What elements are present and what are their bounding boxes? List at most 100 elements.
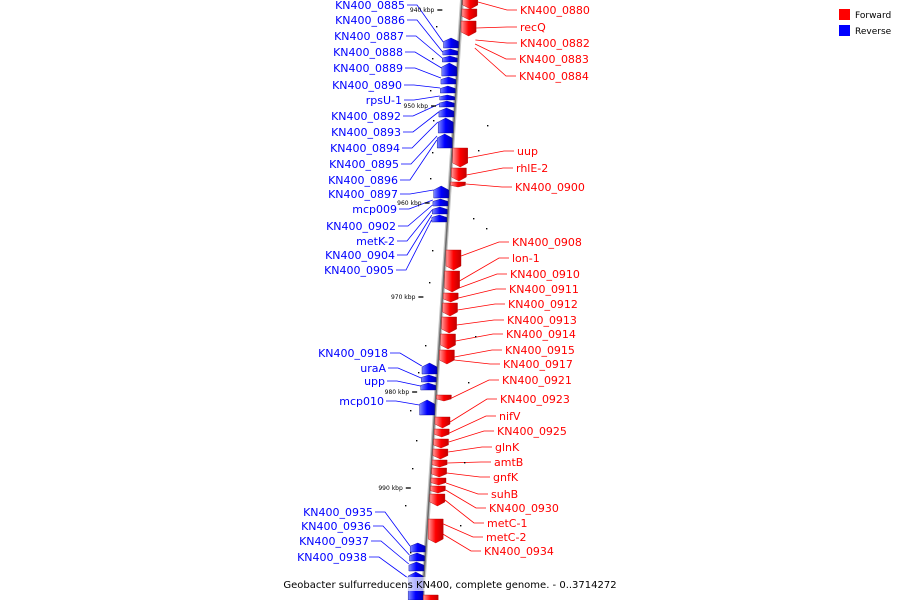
forward-gene-shape-27 (439, 349, 455, 365)
reverse-gene-label[interactable]: KN400_0937 (299, 535, 369, 548)
reverse-gene-label[interactable]: KN400_0935 (303, 506, 373, 519)
genome-backbone (420, 0, 465, 604)
reverse-gene-label[interactable]: KN400_0894 (330, 142, 400, 155)
forward-gene-label[interactable]: KN400_0882 (520, 37, 590, 50)
forward-gene-label[interactable]: KN400_0900 (515, 181, 585, 194)
forward-connector-0 (477, 1, 517, 11)
reverse-gene-label[interactable]: KN400_0905 (324, 264, 394, 277)
reverse-gene-label[interactable]: rpsU-1 (366, 94, 402, 107)
tick-dot-22 (410, 552, 412, 554)
forward-gene-label[interactable]: gnfK (493, 471, 519, 484)
forward-gene-shape-25 (441, 316, 457, 334)
forward-connector-20 (448, 430, 494, 443)
forward-gene-label[interactable]: rhlE-2 (516, 162, 548, 175)
reverse-gene-label[interactable]: KN400_0904 (325, 249, 395, 262)
forward-gene-shape-39 (430, 477, 447, 486)
reverse-gene-label[interactable]: metK-2 (356, 235, 395, 248)
reverse-gene-label[interactable]: KN400_0938 (297, 551, 367, 564)
reverse-connector-6 (404, 95, 440, 101)
forward-gene-label[interactable]: nifV (499, 410, 521, 423)
forward-gene-label[interactable]: KN400_0915 (505, 344, 575, 357)
tick-label-5: 990 kbp (378, 485, 403, 492)
forward-gene-label[interactable]: KN400_0934 (484, 545, 554, 558)
reverse-gene-shape-31 (419, 399, 435, 416)
tick-dot-6 (487, 125, 489, 127)
forward-gene-label[interactable]: KN400_0930 (489, 502, 559, 515)
tick-dot-8 (486, 228, 488, 230)
forward-gene-label[interactable]: suhB (491, 488, 518, 501)
reverse-connector-4 (405, 67, 442, 79)
tick-dot-14 (418, 372, 420, 374)
reverse-gene-shape-3 (443, 37, 459, 49)
reverse-gene-label[interactable]: KN400_0890 (332, 79, 402, 92)
forward-gene-label[interactable]: KN400_0914 (506, 328, 576, 341)
reverse-connector-10 (401, 135, 438, 165)
reverse-gene-shape-17 (433, 185, 449, 199)
forward-gene-label[interactable]: KN400_0911 (509, 283, 579, 296)
forward-gene-label[interactable]: KN400_0910 (510, 268, 580, 281)
caption-backdrop (295, 577, 607, 591)
tick-dot-20 (460, 525, 462, 527)
forward-gene-shape-38 (431, 467, 447, 478)
forward-gene-label[interactable]: KN400_0913 (507, 314, 577, 327)
reverse-connector-2 (406, 35, 443, 59)
forward-gene-label[interactable]: KN400_0921 (502, 374, 572, 387)
forward-connector-28 (442, 533, 481, 552)
reverse-gene-shape-19 (432, 206, 448, 215)
forward-gene-label[interactable]: KN400_0908 (512, 236, 582, 249)
forward-gene-label[interactable]: KN400_0880 (520, 4, 590, 17)
reverse-gene-label[interactable]: uraA (360, 362, 386, 375)
minor-tick-marks (405, 26, 489, 554)
forward-gene-label[interactable]: KN400_0883 (519, 53, 589, 66)
forward-gene-label[interactable]: KN400_0925 (497, 425, 567, 438)
reverse-gene-label[interactable]: KN400_0936 (301, 520, 371, 533)
reverse-gene-label[interactable]: KN400_0893 (331, 126, 401, 139)
reverse-gene-label[interactable]: KN400_0885 (335, 0, 405, 12)
reverse-gene-label[interactable]: KN400_0896 (328, 174, 398, 187)
tick-label-1: 950 kbp (404, 103, 429, 110)
forward-gene-label[interactable]: recQ (520, 21, 546, 34)
tick-dot-17 (412, 468, 414, 470)
forward-connector-16 (454, 359, 500, 365)
reverse-gene-label[interactable]: KN400_0895 (329, 158, 399, 171)
forward-gene-label[interactable]: metC-2 (486, 531, 526, 544)
forward-connector-1 (476, 26, 517, 29)
reverse-connector-17 (396, 219, 432, 271)
reverse-connector-20 (387, 380, 421, 387)
reverse-gene-label[interactable]: KN400_0892 (331, 110, 401, 123)
reverse-gene-label[interactable]: KN400_0897 (328, 188, 398, 201)
reverse-connector-24 (371, 540, 410, 565)
forward-gene-label[interactable]: uup (517, 145, 538, 158)
reverse-gene-label[interactable]: KN400_0886 (335, 14, 405, 27)
reverse-gene-label[interactable]: KN400_0918 (318, 347, 388, 360)
forward-gene-shape-22 (444, 270, 460, 293)
forward-gene-label[interactable]: amtB (494, 456, 523, 469)
forward-connector-4 (474, 47, 516, 77)
forward-gene-label[interactable]: metC-1 (487, 517, 527, 530)
reverse-gene-label[interactable]: mcp009 (352, 203, 397, 216)
tick-dot-13 (425, 345, 427, 347)
forward-gene-shape-35 (433, 438, 449, 449)
forward-connector-5 (467, 150, 514, 159)
reverse-gene-label[interactable]: KN400_0902 (326, 220, 396, 233)
forward-gene-shape-21 (445, 249, 462, 271)
reverse-gene-label[interactable]: KN400_0889 (333, 62, 403, 75)
reverse-gene-label[interactable]: upp (364, 375, 385, 388)
reverse-gene-label[interactable]: KN400_0887 (334, 30, 404, 43)
forward-gene-label[interactable]: KN400_0884 (519, 70, 589, 83)
forward-gene-label[interactable]: KN400_0923 (500, 393, 570, 406)
forward-gene-shape-26 (440, 333, 456, 350)
reverse-gene-label[interactable]: mcp010 (339, 395, 384, 408)
forward-gene-label[interactable]: KN400_0917 (503, 358, 573, 371)
forward-gene-label[interactable]: lon-1 (512, 252, 540, 265)
tick-dot-4 (432, 152, 434, 154)
forward-gene-label[interactable]: glnK (495, 441, 520, 454)
gene-labels: KN400_0880 recQ KN400_0882 KN400_0883 KN400_… (297, 0, 590, 564)
reverse-connector-18 (390, 352, 423, 367)
tick-dot-11 (473, 218, 475, 220)
reverse-gene-label[interactable]: KN400_0888 (333, 46, 403, 59)
tick-dot-3 (433, 120, 435, 122)
major-ticks: 940 kbp 950 kbp 960 kbp 970 kbp 980 kbp 990 k… (378, 7, 443, 492)
forward-gene-label[interactable]: KN400_0912 (508, 298, 578, 311)
